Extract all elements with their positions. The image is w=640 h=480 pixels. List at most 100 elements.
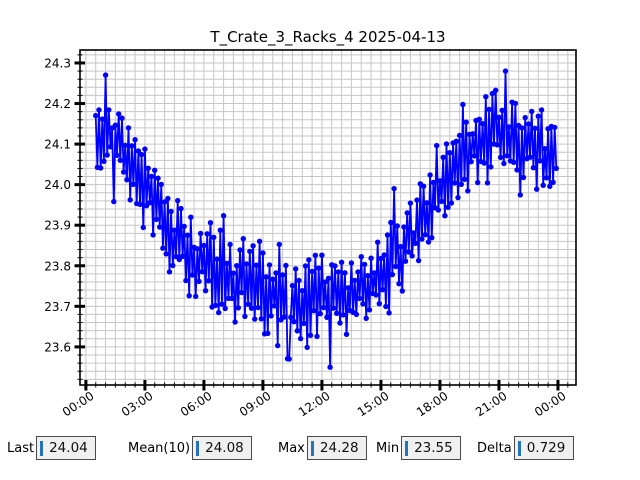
- stat-max-label: Max: [278, 440, 305, 456]
- data-point: [389, 271, 396, 278]
- stat-last-value: 24.04: [49, 440, 88, 456]
- data-point: [483, 94, 489, 100]
- data-point: [535, 113, 541, 119]
- data-point: [399, 288, 405, 294]
- data-point: [340, 312, 346, 318]
- data-point: [391, 185, 397, 192]
- data-point: [311, 308, 317, 314]
- stat-delta: Delta 0.729: [477, 436, 574, 460]
- data-point: [371, 270, 378, 276]
- data-point: [378, 255, 384, 262]
- data-point: [263, 274, 269, 280]
- stat-max-value-field[interactable]: 24.28: [306, 436, 367, 460]
- data-point: [363, 315, 369, 321]
- data-point: [224, 260, 230, 266]
- data-point: [96, 107, 102, 113]
- data-point: [437, 178, 443, 184]
- data-point: [232, 319, 238, 325]
- data-point: [553, 165, 559, 172]
- data-point: [171, 227, 178, 233]
- stat-last: Last 24.04: [7, 436, 97, 460]
- text-cursor: [310, 440, 314, 456]
- x-tick-label: 21:00: [473, 389, 510, 420]
- data-point: [527, 154, 533, 160]
- data-point: [116, 111, 122, 117]
- data-point: [120, 169, 127, 175]
- data-point: [445, 204, 451, 210]
- data-point: [202, 288, 209, 294]
- data-point: [375, 239, 381, 245]
- temperature-trend-chart: T_Crate_3_Racks_4 2025-04-13 00:00 03:00 0…: [44, 28, 577, 420]
- data-point: [165, 195, 171, 202]
- data-point: [376, 301, 382, 307]
- data-point: [252, 316, 258, 322]
- data-point: [320, 304, 327, 311]
- data-point: [317, 311, 323, 317]
- data-point: [458, 181, 464, 187]
- data-point: [360, 301, 366, 307]
- data-point: [522, 114, 528, 121]
- data-point: [271, 303, 278, 309]
- stat-min-label: Min: [376, 440, 400, 456]
- data-point: [325, 275, 332, 281]
- data-point: [178, 205, 184, 212]
- stat-mean-value-field[interactable]: 24.08: [192, 436, 253, 460]
- data-point: [497, 154, 504, 161]
- data-point: [422, 232, 428, 238]
- y-tick-label: 24.3: [44, 56, 71, 70]
- data-point: [150, 232, 156, 238]
- data-point: [98, 165, 104, 171]
- text-cursor: [405, 440, 409, 456]
- data-point: [306, 257, 312, 263]
- data-point: [425, 239, 432, 245]
- stat-delta-value-field[interactable]: 0.729: [513, 436, 574, 460]
- data-point: [493, 87, 499, 94]
- data-point: [358, 254, 364, 260]
- x-tick-label: 12:00: [296, 389, 333, 420]
- data-point: [137, 201, 143, 208]
- stat-last-value-field[interactable]: 24.04: [36, 436, 97, 460]
- stat-min-value-field[interactable]: 23.55: [401, 436, 462, 460]
- data-point: [238, 289, 245, 296]
- data-point: [330, 305, 337, 311]
- data-point: [411, 230, 417, 236]
- x-tick-label: 09:00: [237, 389, 274, 420]
- text-cursor: [196, 440, 200, 456]
- data-point: [250, 243, 256, 249]
- data-point: [160, 245, 166, 251]
- data-point: [304, 344, 310, 351]
- data-point: [93, 112, 99, 119]
- data-point: [453, 138, 459, 144]
- data-point: [138, 151, 145, 158]
- data-point: [243, 261, 250, 267]
- data-point: [294, 328, 300, 334]
- data-point: [470, 131, 476, 137]
- data-point: [299, 288, 305, 294]
- data-point: [117, 157, 124, 163]
- text-cursor: [517, 440, 521, 456]
- data-point: [552, 124, 558, 131]
- data-point: [288, 314, 294, 320]
- data-point: [240, 236, 246, 242]
- data-point: [170, 262, 176, 269]
- data-point: [534, 186, 540, 192]
- data-point: [153, 216, 160, 222]
- data-point: [447, 150, 453, 156]
- data-point: [525, 121, 532, 127]
- data-point: [476, 116, 482, 123]
- data-point: [152, 167, 158, 173]
- stat-last-label: Last: [7, 440, 35, 456]
- x-tick-label: 03:00: [119, 389, 156, 420]
- stat-min: Min 23.55: [376, 436, 462, 460]
- y-tick-label: 24.0: [44, 178, 71, 192]
- data-point: [407, 200, 414, 206]
- data-point: [245, 301, 251, 307]
- data-point: [488, 164, 494, 170]
- data-point: [102, 72, 109, 78]
- data-point: [409, 253, 415, 259]
- data-point: [229, 295, 235, 302]
- data-point: [335, 269, 341, 275]
- data-point: [181, 223, 187, 230]
- stat-max-value: 24.28: [319, 440, 359, 456]
- data-point: [107, 144, 114, 150]
